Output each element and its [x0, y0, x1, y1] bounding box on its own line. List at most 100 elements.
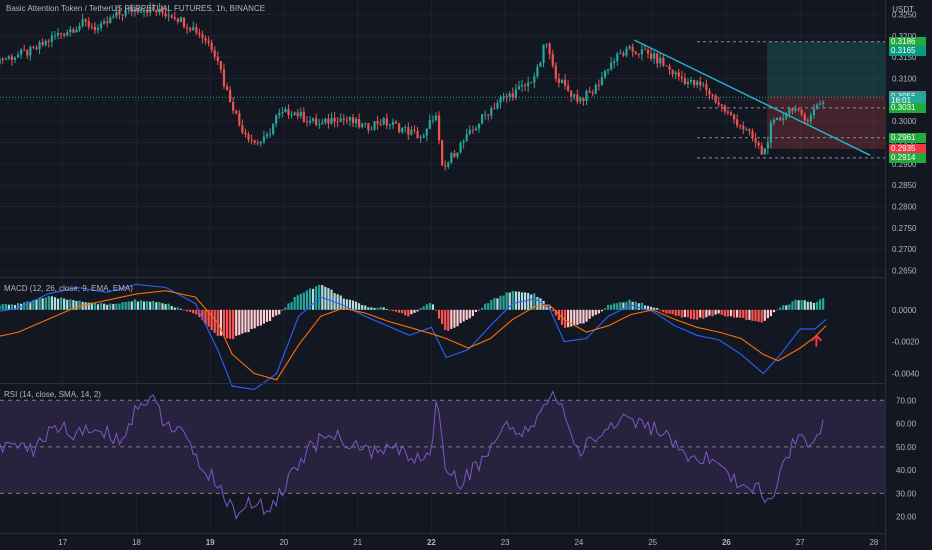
candle-body[interactable]: [527, 82, 530, 87]
candle-body[interactable]: [819, 103, 822, 105]
candle-body[interactable]: [428, 120, 431, 129]
candle-body[interactable]: [545, 43, 548, 45]
candle-body[interactable]: [563, 79, 567, 86]
candle-body[interactable]: [480, 114, 484, 124]
candle-body[interactable]: [262, 136, 266, 142]
candle-body[interactable]: [99, 23, 103, 28]
candle-body[interactable]: [324, 118, 327, 123]
candle-body[interactable]: [35, 47, 38, 50]
candle-body[interactable]: [78, 25, 81, 30]
price-pane[interactable]: [0, 2, 885, 171]
candle-body[interactable]: [136, 9, 140, 13]
candle-body[interactable]: [207, 40, 210, 43]
candle-body[interactable]: [247, 134, 250, 140]
candle-body[interactable]: [32, 46, 35, 48]
candle-body[interactable]: [333, 117, 336, 122]
candle-body[interactable]: [275, 115, 278, 124]
candle-body[interactable]: [797, 108, 800, 110]
candle-body[interactable]: [560, 79, 564, 83]
candle-body[interactable]: [308, 120, 312, 123]
candle-body[interactable]: [158, 8, 161, 13]
candle-body[interactable]: [336, 121, 339, 123]
candle-body[interactable]: [511, 93, 514, 98]
candle-body[interactable]: [665, 65, 668, 67]
candle-body[interactable]: [477, 123, 481, 129]
candle-body[interactable]: [754, 138, 757, 143]
candle-body[interactable]: [139, 12, 143, 13]
candle-body[interactable]: [714, 95, 717, 103]
candle-body[interactable]: [499, 98, 502, 103]
candle-body[interactable]: [514, 89, 517, 98]
candle-body[interactable]: [613, 61, 616, 63]
candle-body[interactable]: [502, 96, 505, 99]
rsi-line[interactable]: [0, 390, 824, 520]
candle-body[interactable]: [468, 129, 471, 135]
candle-body[interactable]: [225, 86, 229, 91]
candle-body[interactable]: [167, 15, 170, 17]
candle-body[interactable]: [723, 106, 726, 112]
candle-body[interactable]: [474, 128, 478, 130]
candle-body[interactable]: [822, 102, 825, 104]
candle-body[interactable]: [794, 108, 797, 111]
candle-body[interactable]: [229, 90, 232, 102]
candle-body[interactable]: [44, 40, 47, 45]
candle-body[interactable]: [450, 153, 453, 163]
candle-body[interactable]: [112, 16, 115, 18]
candle-body[interactable]: [195, 27, 198, 33]
candle-body[interactable]: [244, 132, 247, 135]
candle-body[interactable]: [318, 124, 321, 125]
candle-body[interactable]: [176, 18, 179, 22]
candle-body[interactable]: [13, 57, 17, 60]
candle-body[interactable]: [640, 49, 643, 55]
candle-body[interactable]: [142, 9, 146, 13]
candle-body[interactable]: [496, 102, 499, 109]
candle-body[interactable]: [238, 113, 241, 125]
candle-body[interactable]: [788, 108, 791, 115]
candle-body[interactable]: [330, 117, 333, 124]
candle-body[interactable]: [96, 27, 100, 31]
candle-body[interactable]: [398, 123, 401, 132]
candle-body[interactable]: [683, 78, 686, 85]
rsi-pane[interactable]: [0, 390, 885, 520]
candle-body[interactable]: [637, 53, 640, 55]
candle-body[interactable]: [524, 85, 527, 87]
candle-body[interactable]: [779, 117, 782, 120]
candle-body[interactable]: [63, 34, 66, 36]
candle-body[interactable]: [146, 9, 149, 13]
candle-body[interactable]: [689, 80, 693, 82]
candle-body[interactable]: [75, 29, 78, 33]
candle-body[interactable]: [656, 53, 659, 64]
candle-body[interactable]: [554, 65, 557, 79]
candle-body[interactable]: [351, 117, 355, 124]
candle-body[interactable]: [90, 26, 93, 28]
candle-body[interactable]: [321, 122, 324, 125]
candle-body[interactable]: [662, 58, 665, 66]
candle-body[interactable]: [539, 62, 542, 67]
candle-body[interactable]: [410, 129, 413, 135]
candle-body[interactable]: [133, 9, 136, 12]
candle-body[interactable]: [551, 54, 554, 66]
candle-body[interactable]: [256, 142, 259, 144]
signal-line[interactable]: [0, 290, 827, 381]
candle-body[interactable]: [693, 80, 696, 86]
candle-body[interactable]: [124, 9, 127, 16]
candle-body[interactable]: [161, 8, 164, 14]
candle-body[interactable]: [127, 7, 130, 10]
candle-body[interactable]: [278, 113, 281, 116]
candle-body[interactable]: [198, 32, 201, 35]
candle-body[interactable]: [508, 93, 511, 97]
candle-body[interactable]: [809, 115, 812, 122]
candle-body[interactable]: [812, 108, 816, 116]
candle-body[interactable]: [585, 90, 588, 101]
candle-body[interactable]: [401, 128, 404, 132]
candle-body[interactable]: [588, 90, 591, 93]
candle-body[interactable]: [579, 98, 582, 102]
candle-body[interactable]: [803, 114, 806, 121]
candle-body[interactable]: [1, 58, 4, 60]
candle-body[interactable]: [265, 134, 269, 137]
candle-body[interactable]: [628, 46, 631, 49]
candle-body[interactable]: [388, 124, 391, 126]
candle-body[interactable]: [739, 125, 742, 127]
candle-body[interactable]: [625, 48, 628, 56]
